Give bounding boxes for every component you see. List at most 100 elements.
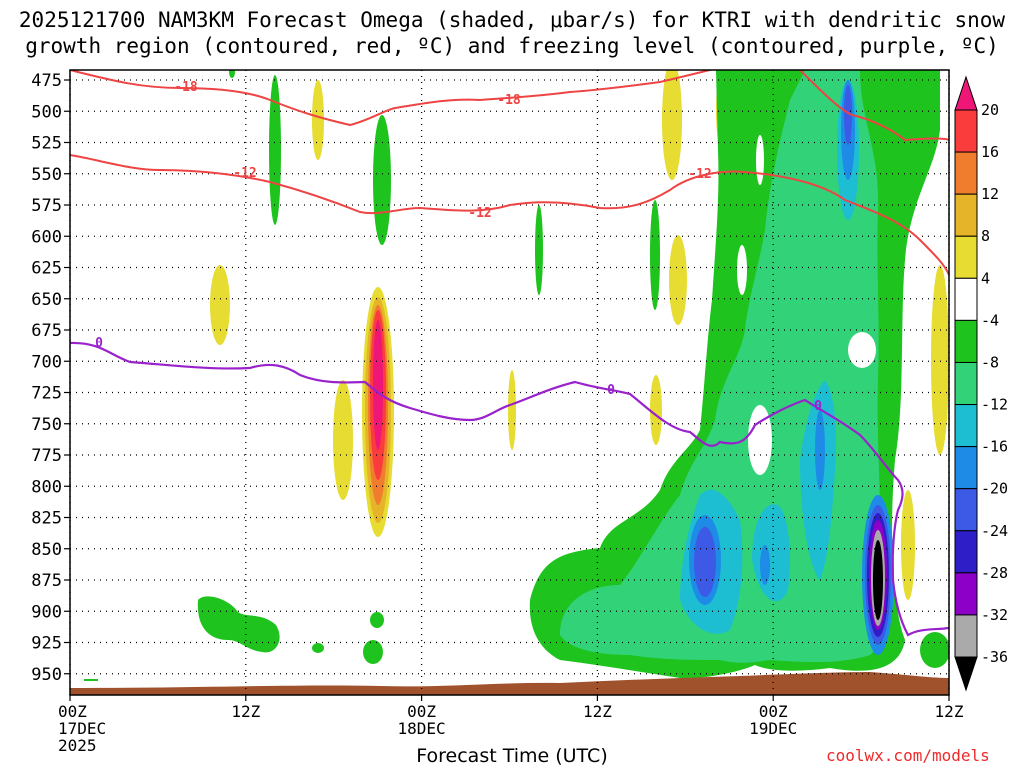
y-tick-label: 625 <box>31 259 62 279</box>
y-tick-label: 900 <box>31 602 62 622</box>
omega-patch <box>229 70 235 78</box>
y-tick-label: 825 <box>31 509 62 529</box>
omega-region <box>694 527 716 597</box>
omega-region <box>760 545 770 585</box>
x-tick-label: 19DEC <box>749 719 797 738</box>
y-tick-label: 925 <box>31 634 62 654</box>
omega-gap <box>737 245 747 295</box>
contour-line-minus18 <box>70 70 715 127</box>
y-tick-label: 550 <box>31 165 62 185</box>
y-axis-ticks: 475 500 525 550 575 600 625 650 675 700 725 750 775 8… <box>31 71 70 685</box>
colorbar-swatch <box>954 277 978 321</box>
terrain <box>70 672 949 695</box>
colorbar-label: -28 <box>981 564 1008 582</box>
omega-patch <box>508 370 516 450</box>
chart-title-line-2: growth region (contoured, red, ºC) and f… <box>25 34 999 58</box>
contour-label: 0 <box>814 399 822 414</box>
omega-patch <box>650 200 660 310</box>
omega-patch <box>269 75 281 225</box>
colorbar-swatch <box>954 151 978 195</box>
colorbar-swatch <box>954 488 978 532</box>
omega-patch <box>901 490 915 600</box>
x-tick-label: 00Z <box>759 702 788 721</box>
colorbar-label: -20 <box>981 480 1008 498</box>
colorbar-label: -24 <box>981 522 1008 540</box>
colorbar-swatch <box>954 614 978 658</box>
y-tick-label: 575 <box>31 196 62 216</box>
y-tick-label: 700 <box>31 352 62 372</box>
y-tick-label: 600 <box>31 227 62 247</box>
credit-text: coolwx.com/models <box>826 746 990 765</box>
colorbar-swatch <box>954 109 978 153</box>
omega-patch <box>370 612 384 628</box>
y-tick-label: 775 <box>31 446 62 466</box>
omega-patch <box>373 320 383 450</box>
x-axis-label: Forecast Time (UTC) <box>416 745 608 767</box>
y-tick-label: 950 <box>31 665 62 685</box>
contour-label: -12 <box>233 166 256 181</box>
y-tick-label: 525 <box>31 134 62 154</box>
omega-region <box>560 70 882 663</box>
colorbar-swatch <box>954 530 978 574</box>
contour-label: 0 <box>607 383 615 398</box>
omega-gap <box>748 405 772 475</box>
omega-region <box>815 410 825 490</box>
y-tick-label: 500 <box>31 102 62 122</box>
colorbar-label: -36 <box>981 648 1008 666</box>
colorbar-label: 16 <box>981 143 999 161</box>
colorbar-label: -16 <box>981 438 1008 456</box>
omega-patch <box>669 235 687 325</box>
contour-label: -18 <box>497 93 521 108</box>
plot-frame <box>69 69 950 696</box>
contour-label: -12 <box>688 167 711 182</box>
colorbar-swatch <box>954 319 978 363</box>
y-tick-label: 850 <box>31 540 62 560</box>
colorbar-label: -4 <box>981 311 999 329</box>
contour-lines: -18 -18 -12 -12 -12 0 0 0 <box>70 70 949 637</box>
x-tick-label: 12Z <box>935 702 964 721</box>
colorbar-label: 8 <box>981 227 990 245</box>
colorbar-label: 4 <box>981 269 990 287</box>
x-tick-label: 2025 <box>58 736 97 755</box>
omega-patch <box>920 632 949 668</box>
contour-line-minus18 <box>799 70 949 142</box>
colorbar-swatch <box>954 75 978 111</box>
colorbar-swatch <box>954 656 978 692</box>
contour-line-freezing <box>70 341 949 637</box>
colorbar-label: -8 <box>981 353 999 371</box>
chart-title-line-1: 2025121700 NAM3KM Forecast Omega (shaded… <box>18 8 1006 32</box>
colorbar-swatch <box>954 404 978 448</box>
x-tick-label: 12Z <box>231 702 260 721</box>
omega-gap <box>848 332 876 368</box>
colorbar-swatch <box>954 193 978 237</box>
omega-patch <box>662 70 682 180</box>
y-tick-label: 875 <box>31 571 62 591</box>
colorbar-label: -12 <box>981 396 1008 414</box>
contour-line-minus12 <box>70 154 949 276</box>
y-tick-label: 675 <box>31 321 62 341</box>
omega-patch <box>312 643 324 653</box>
y-tick-label: 800 <box>31 477 62 497</box>
omega-patch <box>373 115 391 245</box>
colorbar-swatch <box>954 235 978 279</box>
omega-patch <box>312 80 324 160</box>
y-tick-label: 650 <box>31 290 62 310</box>
omega-patch <box>931 265 949 455</box>
omega-patch <box>210 265 230 345</box>
contour-label: 0 <box>95 336 103 351</box>
x-tick-label: 12Z <box>583 702 612 721</box>
omega-patch <box>363 640 383 664</box>
colorbar-swatch <box>954 361 978 406</box>
x-tick-label: 00Z <box>58 702 87 721</box>
x-tick-label: 18DEC <box>398 719 446 738</box>
x-tick-label: 17DEC <box>58 719 106 738</box>
grid-lines <box>69 70 950 695</box>
colorbar-swatch <box>954 446 978 490</box>
omega-shaded-field <box>70 70 949 695</box>
omega-patch <box>535 205 543 295</box>
colorbar-swatch <box>954 572 978 616</box>
omega-region <box>844 85 852 145</box>
colorbar-label: 20 <box>981 101 999 119</box>
